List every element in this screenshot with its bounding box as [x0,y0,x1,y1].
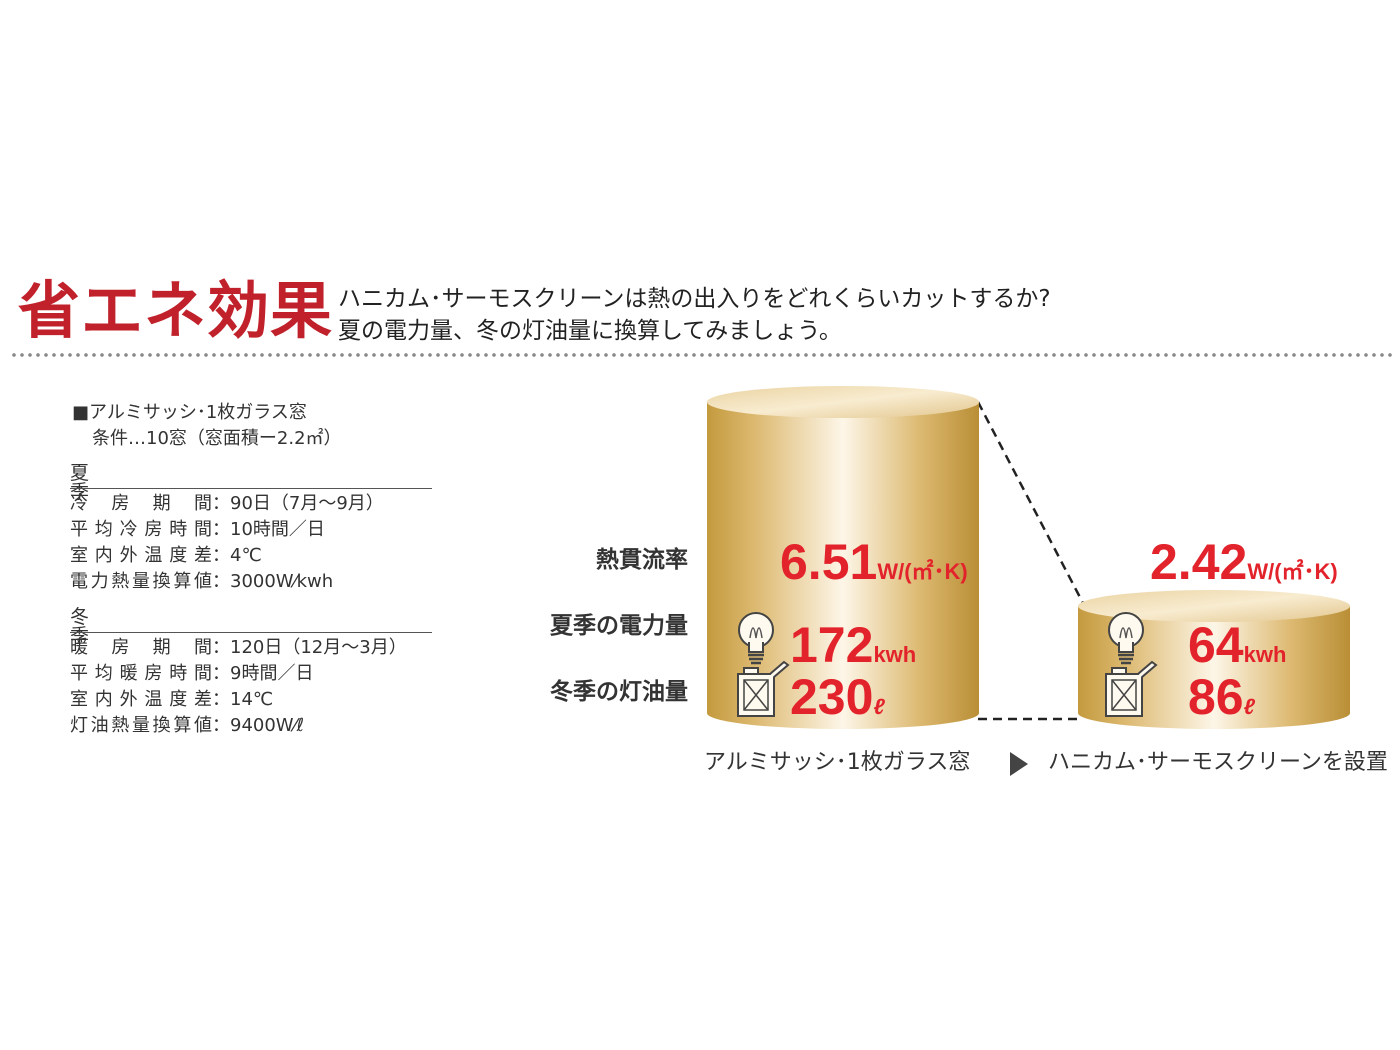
row-value: ：9時間／日 [212,663,314,684]
row-label: 電力熱量換算値 [70,571,212,592]
row-value: ：90日（7月～9月） [212,493,384,514]
after-oil-value: 86ℓ [1188,672,1255,722]
cylinder-before [707,386,979,729]
row-value: ：120日（12月～3月） [212,637,407,658]
summer-title: 夏季 [70,462,90,503]
value-unit: ℓ [873,694,885,719]
row-label: 室内外温度差 [70,545,212,566]
row-label-heat: 熱貫流率 [596,547,688,573]
value-number: 64 [1188,617,1244,673]
winter-row: 暖房期間：120日（12月～3月） [70,639,407,657]
before-heat-value: 6.51W/(㎡･K) [780,537,968,587]
summer-row: 電力熱量換算値：3000W⁄kwh [70,573,333,591]
value-unit: W/(㎡･K) [877,559,968,584]
winter-row: 室内外温度差：14℃ [70,691,273,709]
value-number: 230 [790,669,874,725]
after-electric-value: 64kwh [1188,620,1286,670]
after-heat-value: 2.42W/(㎡･K) [1150,537,1338,587]
winter-row: 灯油熱量換算値：9400W⁄ℓ [70,717,304,735]
row-label-electric: 夏季の電力量 [550,613,688,639]
row-value: ：3000W⁄kwh [212,571,334,592]
value-number: 172 [790,617,874,673]
row-label: 平均冷房時間 [70,519,212,540]
winter-row: 平均暖房時間：9時間／日 [70,665,313,683]
summer-row: 室内外温度差：4℃ [70,547,262,565]
winter-rule [70,632,432,633]
before-oil-value: 230ℓ [790,672,885,722]
summer-row: 冷房期間：90日（7月～9月） [70,495,384,513]
row-value: ：14℃ [212,689,274,710]
value-number: 6.51 [780,534,878,590]
value-number: 86 [1188,669,1244,725]
value-unit: W/(㎡･K) [1247,559,1338,584]
conditions-header: ■アルミサッシ･1枚ガラス窓 [72,402,307,423]
value-unit: ℓ [1243,694,1255,719]
row-value: ：4℃ [212,545,262,566]
subtitle-line-2: 夏の電力量、冬の灯油量に換算してみましょう。 [338,318,842,344]
before-electric-value: 172kwh [790,620,916,670]
light-bulb-icon [1108,612,1144,665]
row-label-oil: 冬季の灯油量 [550,679,688,705]
oil-can-icon [737,660,790,717]
summer-rule [70,488,432,489]
summer-row: 平均冷房時間：10時間／日 [70,521,325,539]
row-label: 室内外温度差 [70,689,212,710]
subtitle-line-1: ハニカム･サーモスクリーンは熱の出入りをどれくらいカットするか? [338,286,1051,312]
row-value: ：10時間／日 [212,519,325,540]
page-title: 省エネ効果 [18,274,334,347]
value-number: 2.42 [1150,534,1248,590]
cylinder-after [1078,590,1350,729]
connector-top [976,401,1086,606]
oil-can-icon [1105,660,1158,717]
row-label: 暖房期間 [70,637,212,658]
row-value: ：9400W⁄ℓ [212,715,305,736]
value-unit: kwh [1243,642,1287,667]
light-bulb-icon [738,612,774,665]
conditions-sub: 条件…10窓（窓面積ー2.2㎡） [92,428,342,449]
winter-title: 冬季 [70,606,90,647]
caption-before: アルミサッシ･1枚ガラス窓 [704,750,971,775]
arrow-right-icon [1010,752,1028,776]
row-label: 灯油熱量換算値 [70,715,212,736]
row-label: 冷房期間 [70,493,212,514]
dotted-divider [10,352,1396,358]
caption-after: ハニカム･サーモスクリーンを設置 [1048,750,1388,775]
value-unit: kwh [873,642,917,667]
row-label: 平均暖房時間 [70,663,212,684]
